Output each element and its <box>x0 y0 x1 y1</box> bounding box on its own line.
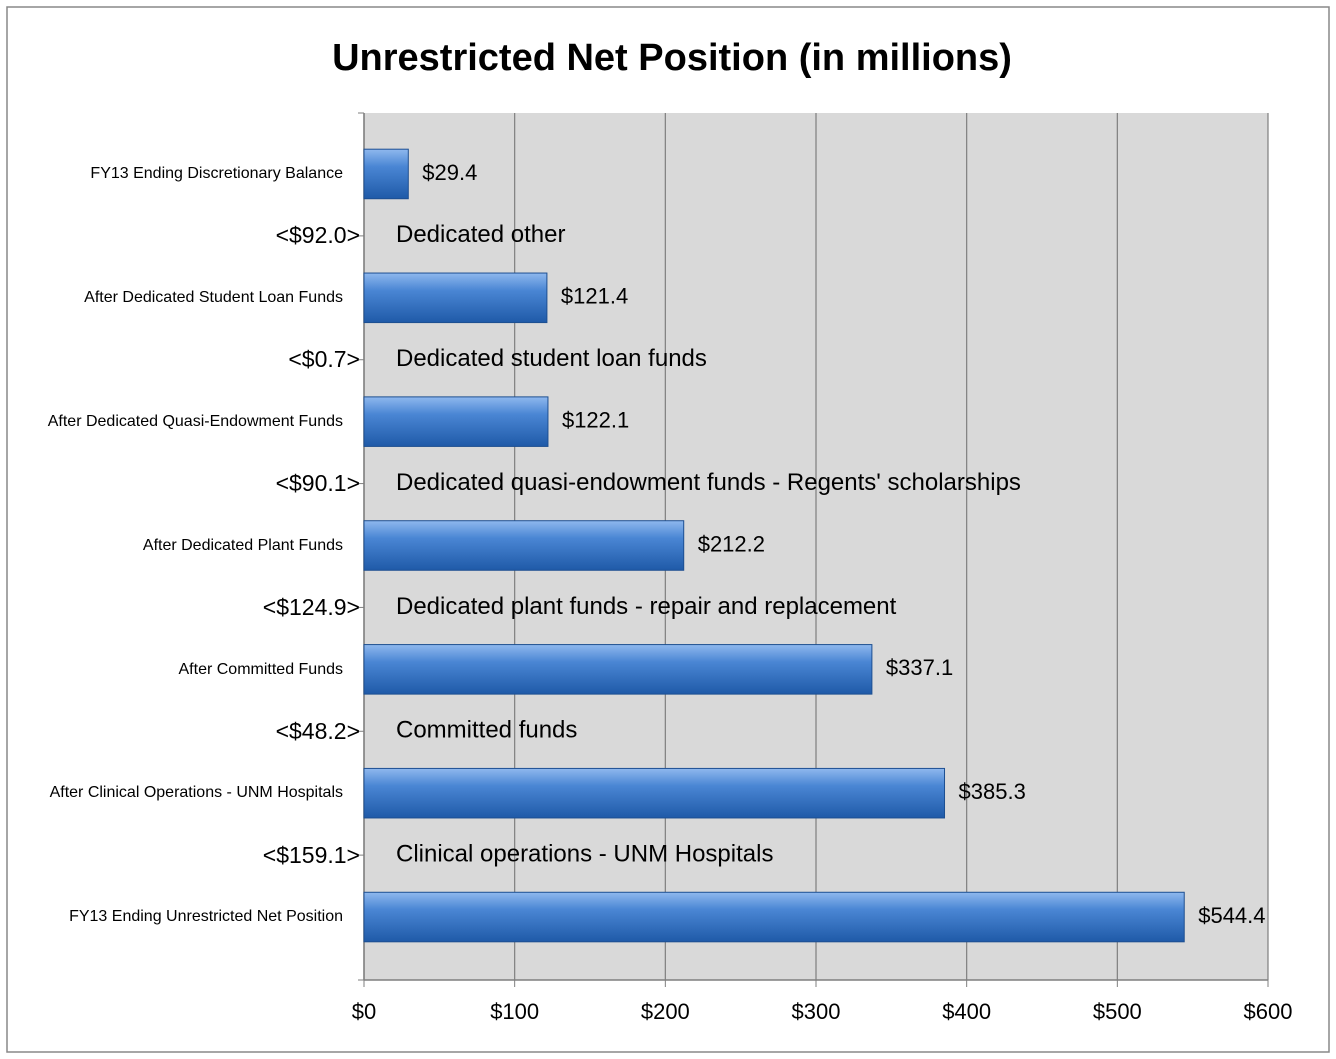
x-tick-label: $600 <box>1244 999 1293 1024</box>
y-tick-label: FY13 Ending Unrestricted Net Position <box>69 908 343 926</box>
bar <box>363 272 548 324</box>
data-label: $337.1 <box>886 655 953 680</box>
chart-title: Unrestricted Net Position (in millions) <box>332 37 1012 79</box>
data-label: $385.3 <box>959 779 1026 804</box>
bar <box>363 767 946 819</box>
annotation: Dedicated quasi-endowment funds - Regent… <box>396 469 1021 496</box>
y-tick-label: <$159.1> <box>262 841 360 868</box>
bar <box>363 520 685 571</box>
annotation: Committed funds <box>396 717 577 744</box>
y-tick-label: <$92.0> <box>275 222 360 249</box>
data-label: $544.4 <box>1198 903 1265 928</box>
y-tick-label: After Dedicated Student Loan Funds <box>84 289 343 306</box>
data-label: $122.1 <box>562 407 629 432</box>
x-tick-label: $200 <box>641 999 690 1024</box>
bar <box>363 396 549 447</box>
y-tick-label: FY13 Ending Discretionary Balance <box>90 165 343 183</box>
bar <box>363 891 1185 943</box>
annotation: Dedicated student loan funds <box>396 345 707 372</box>
annotation: Dedicated other <box>396 221 565 248</box>
data-label: $212.2 <box>698 531 765 556</box>
y-tick-label: After Dedicated Quasi-Endowment Funds <box>47 412 343 430</box>
bar <box>363 644 873 695</box>
y-tick-label: <$0.7> <box>288 346 360 373</box>
y-tick-label: <$124.9> <box>262 593 360 620</box>
y-tick-label: After Dedicated Plant Funds <box>142 536 343 554</box>
x-tick-label: $0 <box>352 999 376 1024</box>
x-tick-label: $100 <box>490 999 539 1024</box>
y-tick-label: <$90.1> <box>275 470 360 497</box>
annotation: Clinical operations - UNM Hospitals <box>396 840 773 867</box>
y-tick-label: <$48.2> <box>275 717 360 744</box>
data-label: $121.4 <box>561 284 628 309</box>
y-tick-label: After Clinical Operations - UNM Hospital… <box>49 784 343 802</box>
x-tick-label: $500 <box>1093 999 1142 1024</box>
annotation: Dedicated plant funds - repair and repla… <box>396 593 897 620</box>
y-tick-label: After Committed Funds <box>178 660 344 678</box>
data-label: $29.4 <box>422 160 477 185</box>
x-tick-label: $300 <box>792 999 841 1024</box>
bar <box>363 148 409 200</box>
x-tick-label: $400 <box>942 999 991 1024</box>
